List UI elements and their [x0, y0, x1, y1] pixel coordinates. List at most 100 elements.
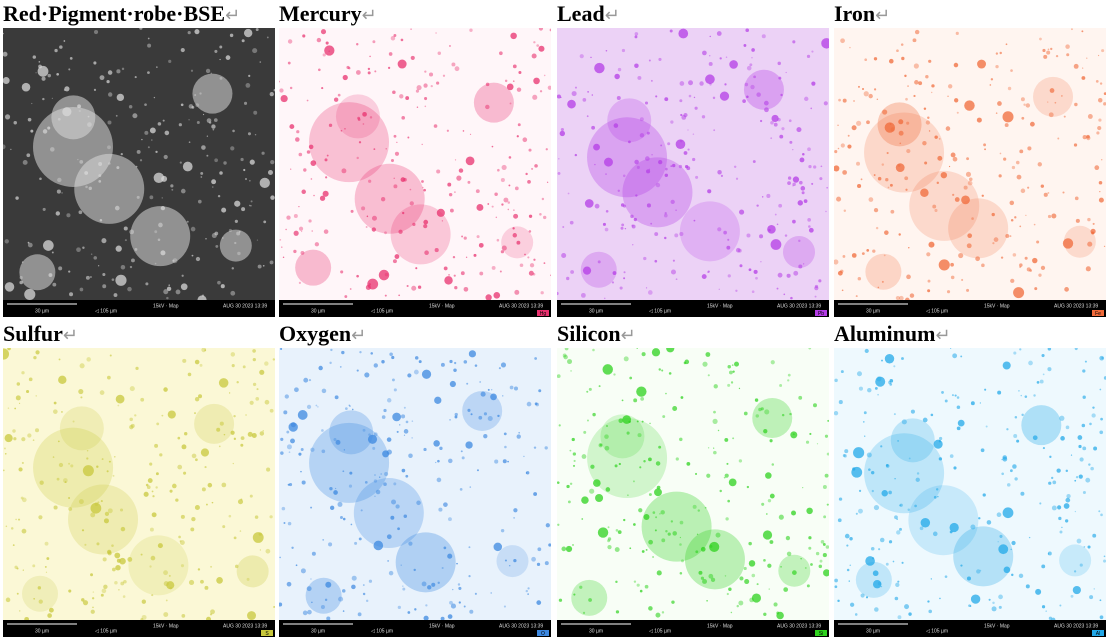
- scale-label: 30 µm: [311, 308, 325, 314]
- speck: [998, 594, 1003, 600]
- speck: [560, 127, 564, 132]
- speck: [1025, 103, 1031, 108]
- speck: [664, 236, 667, 240]
- speck: [429, 72, 434, 77]
- speck: [463, 605, 466, 608]
- speck: [194, 94, 197, 96]
- speck: [621, 399, 624, 402]
- speck: [217, 280, 221, 285]
- speck: [1087, 241, 1093, 247]
- speck: [415, 267, 418, 270]
- speck: [300, 470, 302, 473]
- speck: [1002, 111, 1014, 123]
- speck: [230, 430, 235, 435]
- speck: [875, 226, 879, 230]
- speck: [723, 230, 727, 235]
- speck: [545, 148, 548, 151]
- speck: [298, 152, 303, 157]
- speck: [749, 597, 754, 603]
- speck: [10, 527, 14, 530]
- speck: [644, 101, 649, 105]
- speck: [156, 422, 160, 426]
- speck: [834, 410, 839, 416]
- speck: [12, 429, 16, 433]
- speck: [706, 473, 711, 478]
- speck: [1020, 394, 1022, 397]
- grain: [59, 406, 104, 451]
- speck: [209, 613, 213, 616]
- speck: [507, 208, 510, 211]
- speck: [310, 178, 313, 180]
- speck: [883, 254, 886, 257]
- speck: [181, 444, 187, 450]
- speck: [513, 213, 519, 219]
- speck: [687, 129, 689, 131]
- speck: [792, 219, 796, 224]
- speck: [582, 266, 592, 275]
- speck: [424, 96, 428, 101]
- speck: [423, 615, 429, 621]
- speck: [308, 219, 312, 223]
- speck: [675, 139, 686, 149]
- speck: [647, 290, 653, 295]
- speck: [1010, 278, 1015, 283]
- speck: [204, 349, 207, 351]
- speck: [635, 194, 638, 197]
- speck: [868, 93, 873, 99]
- speck: [814, 286, 819, 291]
- speck: [1099, 599, 1102, 602]
- speck: [852, 467, 856, 471]
- speck: [200, 579, 204, 584]
- speck: [648, 606, 653, 611]
- speck: [77, 104, 81, 109]
- speck: [469, 609, 474, 614]
- speck: [449, 359, 453, 364]
- speck: [562, 226, 565, 228]
- speck: [651, 348, 661, 357]
- speck: [129, 229, 135, 235]
- speck: [880, 585, 883, 588]
- speck: [218, 378, 229, 388]
- speck: [259, 549, 261, 551]
- speck: [345, 407, 348, 410]
- speck: [802, 487, 804, 489]
- speck: [819, 177, 823, 181]
- speck: [679, 520, 684, 525]
- return-mark: ↵: [351, 325, 367, 345]
- speck: [101, 238, 107, 244]
- speck: [513, 558, 517, 563]
- speck: [592, 412, 596, 417]
- speck: [770, 360, 775, 365]
- scale-label: 30 µm: [866, 308, 880, 314]
- speck: [483, 434, 488, 439]
- speck: [108, 92, 113, 97]
- speck: [39, 177, 42, 181]
- speck: [966, 157, 970, 161]
- title-text: Iron: [834, 1, 876, 26]
- speck: [663, 213, 668, 218]
- speck: [1083, 546, 1086, 548]
- speck: [751, 57, 753, 59]
- speck: [763, 429, 768, 434]
- speck: [410, 28, 412, 30]
- speck: [877, 176, 882, 181]
- speck: [394, 254, 400, 259]
- speck: [188, 579, 195, 586]
- speck: [509, 385, 514, 390]
- speck: [478, 242, 484, 248]
- speck: [161, 414, 164, 417]
- speck: [700, 576, 705, 580]
- speck: [717, 429, 720, 432]
- speck: [504, 559, 507, 562]
- speck: [623, 277, 626, 280]
- speck: [342, 470, 345, 473]
- speck: [1063, 503, 1070, 509]
- grain: [743, 69, 784, 110]
- speck: [787, 373, 791, 377]
- speck: [491, 389, 493, 391]
- speck: [456, 175, 462, 181]
- speck: [847, 144, 852, 149]
- speck: [1041, 564, 1046, 569]
- speck: [362, 428, 366, 432]
